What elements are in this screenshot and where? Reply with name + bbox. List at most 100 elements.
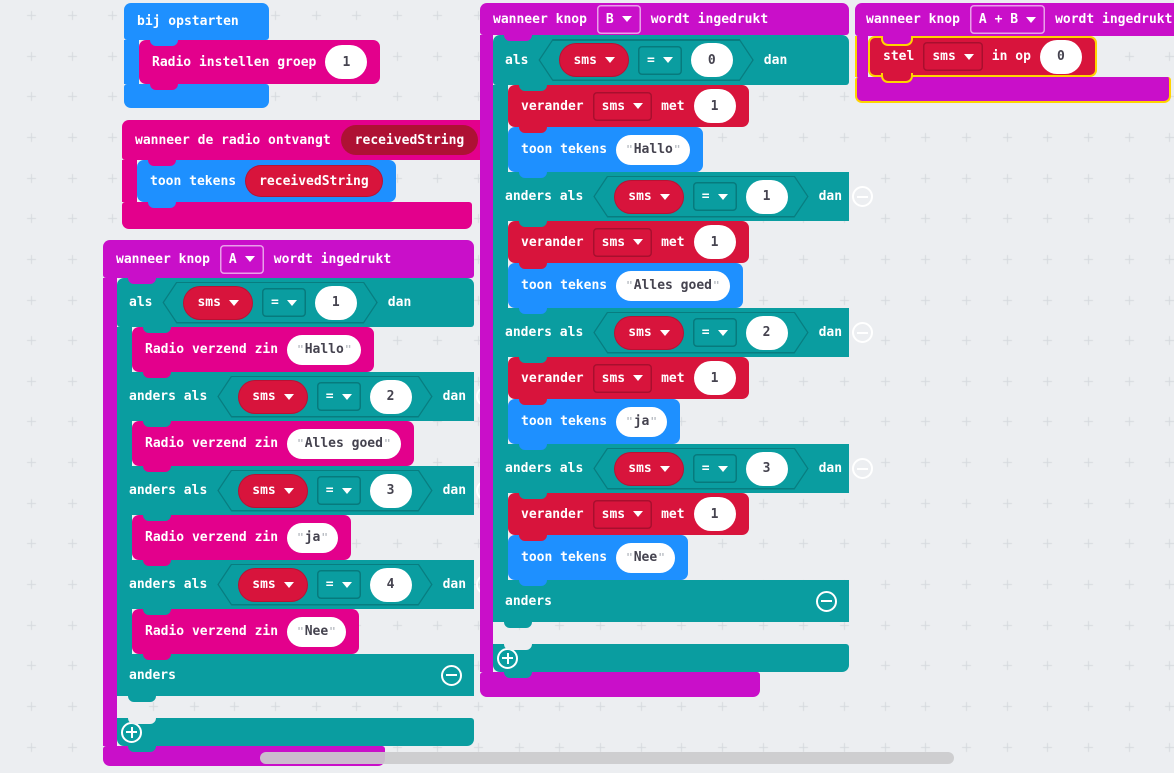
on-button-ab-header[interactable]: wanneer knop A + B wordt ingedrukt [855, 3, 1174, 36]
on-button-a-spine[interactable] [103, 278, 117, 746]
operator-dropdown[interactable]: = [317, 382, 361, 411]
remove-clause-button[interactable] [816, 590, 837, 612]
radio-receive-spine[interactable] [122, 160, 137, 202]
string-field[interactable]: " Alles goed " [287, 428, 401, 459]
clause-spine[interactable] [117, 327, 132, 372]
radio-send-block[interactable]: Radio verzend zin " Alles goed " [132, 421, 414, 472]
radio-receive-block[interactable]: wanneer de radio ontvangt receivedString… [122, 120, 492, 229]
operator-dropdown[interactable]: = [693, 318, 737, 347]
change-variable-block[interactable]: verander sms met 1 [508, 357, 749, 399]
elseif-row[interactable]: anders als sms = 3 dan [493, 444, 874, 493]
number-field[interactable]: 0 [1039, 39, 1082, 74]
show-string-block[interactable]: toon tekens " Hallo " [508, 127, 704, 178]
number-field[interactable]: 3 [746, 452, 788, 486]
on-start-header[interactable]: bij opstarten [124, 3, 269, 40]
clause-spine[interactable] [493, 493, 508, 580]
operator-dropdown[interactable]: = [317, 476, 361, 505]
if-row[interactable]: als sms = 1 dan [117, 278, 474, 327]
elseif-row[interactable]: anders als sms = 1 dan [493, 172, 874, 221]
clause-spine[interactable] [493, 85, 508, 172]
on-button-ab-block[interactable]: wanneer knop A + B wordt ingedrukt stel … [855, 3, 1174, 103]
number-field[interactable]: 0 [691, 43, 733, 77]
condition-hexagon[interactable]: sms = 4 [217, 564, 432, 606]
clause-spine[interactable] [493, 357, 508, 444]
radio-set-group-block[interactable]: Radio instellen groep 1 [139, 40, 381, 90]
on-button-b-header[interactable]: wanneer knop B wordt ingedrukt [480, 3, 849, 35]
variable-pill-sms[interactable]: sms [238, 380, 307, 414]
condition-hexagon[interactable]: sms = 1 [162, 282, 377, 324]
string-field[interactable]: " Hallo " [616, 134, 691, 165]
number-field[interactable]: 1 [315, 286, 357, 320]
operator-dropdown[interactable]: = [693, 454, 737, 483]
elseif-row[interactable]: anders als sms = 2 dan [117, 372, 498, 421]
number-field[interactable]: 2 [746, 316, 788, 350]
condition-hexagon[interactable]: sms = 2 [593, 312, 808, 354]
remove-clause-button[interactable] [852, 322, 874, 343]
show-string-block[interactable]: toon tekens " Nee " [508, 535, 688, 586]
number-field[interactable]: 1 [746, 180, 788, 214]
remove-clause-button[interactable] [441, 664, 462, 686]
if-block-b[interactable]: als sms = 0 dan verander [493, 35, 874, 678]
variable-pill-sms[interactable]: sms [614, 452, 683, 486]
condition-hexagon[interactable]: sms = 3 [217, 470, 432, 512]
variable-dropdown-sms[interactable]: sms [593, 228, 652, 257]
condition-hexagon[interactable]: sms = 1 [593, 176, 808, 218]
button-dropdown-b[interactable]: B [597, 5, 641, 34]
string-field[interactable]: " Nee " [616, 542, 675, 573]
radio-send-block[interactable]: Radio verzend zin " Hallo " [132, 327, 375, 378]
group-number-field[interactable]: 1 [325, 45, 368, 79]
string-field[interactable]: " Nee " [287, 616, 346, 647]
empty-statement-slot[interactable] [493, 622, 849, 644]
show-string-block[interactable]: toon tekens " Alles goed " [508, 263, 743, 314]
remove-clause-button[interactable] [852, 458, 874, 479]
change-variable-block[interactable]: verander sms met 1 [508, 85, 749, 127]
on-start-spine[interactable] [124, 40, 139, 84]
string-field[interactable]: " Hallo " [287, 334, 362, 365]
operator-dropdown[interactable]: = [262, 288, 306, 317]
elseif-row[interactable]: anders als sms = 4 dan [117, 560, 498, 609]
on-start-footer[interactable] [124, 84, 269, 108]
variable-pill-sms[interactable]: sms [183, 286, 252, 320]
horizontal-scrollbar[interactable] [260, 752, 954, 764]
number-field[interactable]: 1 [693, 497, 736, 531]
radio-send-block[interactable]: Radio verzend zin " ja " [132, 515, 351, 566]
show-string-block[interactable]: toon tekens receivedString [137, 160, 396, 208]
if-row[interactable]: als sms = 0 dan [493, 35, 849, 85]
button-dropdown-ab[interactable]: A + B [970, 5, 1045, 34]
received-string-param-pill[interactable]: receivedString [340, 125, 479, 155]
clause-spine[interactable] [117, 421, 132, 466]
condition-hexagon[interactable]: sms = 3 [593, 448, 808, 490]
number-field[interactable]: 1 [693, 89, 736, 123]
radio-receive-header[interactable]: wanneer de radio ontvangt receivedString [122, 120, 492, 160]
elseif-row[interactable]: anders als sms = 2 dan [493, 308, 874, 357]
on-button-b-spine[interactable] [480, 35, 493, 672]
show-string-block[interactable]: toon tekens " ja " [508, 399, 680, 450]
else-row[interactable]: anders [493, 580, 849, 628]
else-row[interactable]: anders [117, 654, 474, 702]
variable-pill-sms[interactable]: sms [614, 180, 683, 214]
on-button-a-block[interactable]: wanneer knop A wordt ingedrukt als sms = [103, 240, 498, 766]
received-string-var-pill[interactable]: receivedString [245, 165, 383, 197]
set-variable-block[interactable]: stel sms in op 0 [868, 35, 1097, 83]
number-field[interactable]: 1 [693, 225, 736, 259]
number-field[interactable]: 1 [693, 361, 736, 395]
number-field[interactable]: 4 [370, 568, 412, 602]
clause-spine[interactable] [117, 515, 132, 560]
mutator-row[interactable] [117, 718, 474, 752]
variable-pill-sms[interactable]: sms [238, 568, 307, 602]
variable-dropdown-sms[interactable]: sms [593, 92, 652, 121]
operator-dropdown[interactable]: = [638, 46, 682, 75]
string-field[interactable]: " ja " [616, 406, 667, 437]
clause-spine[interactable] [493, 221, 508, 308]
on-button-b-block[interactable]: wanneer knop B wordt ingedrukt als sms = [480, 3, 874, 697]
clause-spine[interactable] [117, 609, 132, 654]
button-dropdown-a[interactable]: A [220, 245, 264, 274]
variable-pill-sms[interactable]: sms [238, 474, 307, 508]
radio-send-block[interactable]: Radio verzend zin " Nee " [132, 609, 359, 660]
remove-clause-button[interactable] [852, 186, 874, 207]
string-field[interactable]: " ja " [287, 522, 338, 553]
number-field[interactable]: 2 [370, 380, 412, 414]
radio-receive-footer[interactable] [122, 202, 472, 229]
condition-hexagon[interactable]: sms = 0 [538, 39, 753, 81]
variable-pill-sms[interactable]: sms [559, 43, 628, 77]
